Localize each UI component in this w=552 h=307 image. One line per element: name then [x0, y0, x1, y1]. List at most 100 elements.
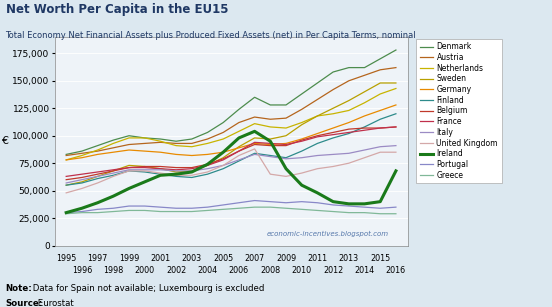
Germany	[236, 146, 242, 150]
France	[126, 166, 132, 169]
Sweden	[78, 180, 85, 184]
Text: 2009: 2009	[276, 254, 296, 263]
United Kingdom	[251, 147, 258, 151]
Ireland	[251, 130, 258, 133]
Y-axis label: €: €	[1, 136, 8, 146]
United Kingdom	[157, 171, 164, 175]
Austria	[346, 79, 352, 83]
Netherlands	[346, 109, 352, 112]
Portugal	[361, 205, 368, 209]
Greece	[251, 205, 258, 209]
Ireland	[126, 187, 132, 190]
Greece	[94, 211, 101, 215]
Greece	[63, 212, 70, 216]
Ireland	[204, 162, 211, 166]
Austria	[110, 146, 116, 150]
France	[63, 175, 70, 178]
Finland	[251, 151, 258, 155]
Legend: Denmark, Austria, Netherlands, Sweden, Germany, Finland, Belgium, France, Italy,: Denmark, Austria, Netherlands, Sweden, G…	[416, 39, 502, 183]
Belgium	[126, 166, 132, 169]
Germany	[299, 137, 305, 141]
Ireland	[330, 200, 336, 204]
Finland	[283, 156, 289, 160]
Austria	[314, 98, 321, 101]
Text: economic-incentives.blogspot.com: economic-incentives.blogspot.com	[267, 231, 389, 237]
Text: 2010: 2010	[291, 266, 312, 275]
United Kingdom	[346, 161, 352, 165]
Text: 2011: 2011	[307, 254, 327, 263]
Austria	[236, 121, 242, 124]
United Kingdom	[361, 156, 368, 160]
Germany	[110, 150, 116, 154]
United Kingdom	[220, 164, 226, 167]
Italy	[251, 153, 258, 156]
France	[78, 172, 85, 176]
Sweden	[267, 137, 274, 141]
Greece	[157, 210, 164, 213]
France	[330, 133, 336, 137]
Germany	[188, 154, 195, 157]
Finland	[126, 169, 132, 173]
Italy	[314, 154, 321, 157]
Portugal	[220, 203, 226, 207]
Portugal	[283, 201, 289, 204]
Line: Belgium: Belgium	[66, 127, 396, 180]
Germany	[173, 153, 179, 156]
Austria	[173, 142, 179, 145]
Italy	[110, 171, 116, 175]
United Kingdom	[94, 181, 101, 185]
Greece	[346, 211, 352, 215]
Germany	[346, 121, 352, 124]
Sweden	[204, 164, 211, 167]
Netherlands	[220, 137, 226, 141]
Denmark	[94, 144, 101, 147]
Netherlands	[314, 114, 321, 118]
Denmark	[314, 81, 321, 85]
United Kingdom	[377, 150, 384, 154]
Portugal	[78, 210, 85, 213]
United Kingdom	[173, 173, 179, 177]
Netherlands	[251, 122, 258, 126]
Austria	[141, 142, 148, 145]
Sweden	[157, 167, 164, 170]
Austria	[157, 141, 164, 144]
Austria	[377, 68, 384, 72]
Greece	[377, 212, 384, 216]
Ireland	[392, 169, 399, 173]
Sweden	[63, 183, 70, 187]
Italy	[299, 156, 305, 160]
Netherlands	[157, 139, 164, 143]
United Kingdom	[236, 154, 242, 157]
Sweden	[361, 90, 368, 94]
Austria	[94, 149, 101, 153]
Finland	[157, 172, 164, 176]
Denmark	[204, 130, 211, 134]
Denmark	[157, 137, 164, 141]
Portugal	[63, 211, 70, 215]
Portugal	[188, 206, 195, 210]
Text: 2016: 2016	[386, 266, 406, 275]
Text: 2006: 2006	[229, 266, 249, 275]
Line: Denmark: Denmark	[66, 50, 396, 154]
Denmark	[188, 137, 195, 141]
Portugal	[377, 206, 384, 210]
France	[110, 168, 116, 172]
Finland	[236, 159, 242, 163]
Denmark	[63, 153, 70, 156]
France	[220, 158, 226, 162]
Portugal	[126, 204, 132, 208]
Ireland	[267, 139, 274, 143]
Belgium	[78, 176, 85, 179]
France	[157, 167, 164, 170]
Austria	[188, 142, 195, 145]
Portugal	[314, 201, 321, 204]
Austria	[330, 88, 336, 91]
Sweden	[392, 81, 399, 85]
Belgium	[377, 126, 384, 130]
Finland	[188, 176, 195, 179]
Italy	[267, 155, 274, 158]
Ireland	[220, 150, 226, 154]
Line: Portugal: Portugal	[66, 200, 396, 213]
Netherlands	[94, 148, 101, 152]
Text: 1999: 1999	[119, 254, 139, 263]
